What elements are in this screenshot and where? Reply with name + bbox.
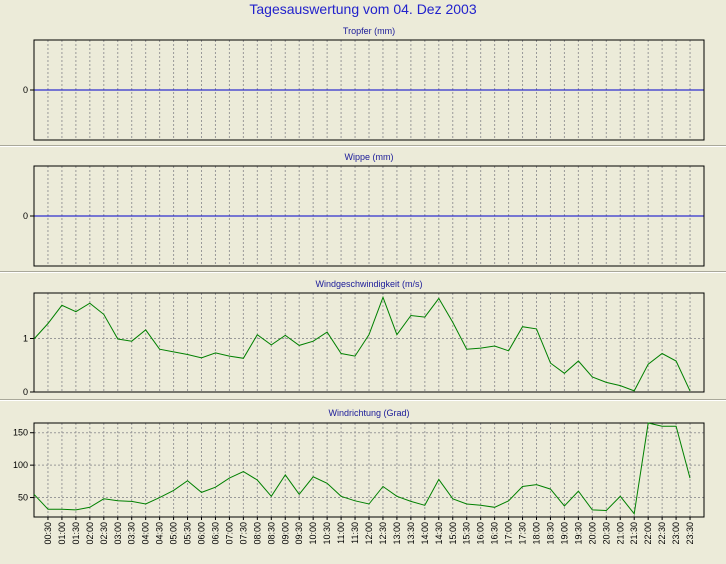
x-tick-label: 04:00: [141, 522, 151, 545]
x-tick-label: 17:30: [518, 522, 528, 545]
x-tick-label: 08:30: [266, 522, 276, 545]
plot-frame: [33, 422, 705, 518]
panel-separator: [0, 399, 726, 401]
x-tick-label: 05:00: [169, 522, 179, 545]
panel-title: Tropfer (mm): [343, 26, 395, 36]
x-tick-label: 02:00: [85, 522, 95, 545]
plot-frame: [33, 165, 705, 267]
x-tick-label: 09:30: [294, 522, 304, 545]
y-tick-label: 150: [13, 428, 28, 438]
x-tick-label: 23:00: [671, 522, 681, 545]
x-tick-label: 11:30: [350, 522, 360, 544]
x-tick-label: 07:30: [238, 522, 248, 545]
main-title: Tagesauswertung vom 04. Dez 2003: [249, 1, 477, 17]
y-tick-label: 1: [23, 333, 28, 343]
x-tick-label: 20:00: [587, 522, 597, 545]
plot-frame: [33, 292, 705, 393]
y-tick-label: 0: [23, 85, 28, 95]
panel-separator: [0, 271, 726, 273]
x-tick-label: 16:30: [490, 522, 500, 545]
x-tick-label: 07:00: [224, 522, 234, 545]
x-tick-label: 09:00: [280, 522, 290, 545]
x-tick-label: 13:00: [392, 522, 402, 545]
panel-title: Windrichtung (Grad): [328, 408, 409, 418]
x-tick-label: 06:30: [210, 522, 220, 545]
panel-title: Windgeschwindigkeit (m/s): [315, 279, 422, 289]
x-tick-label: 16:00: [476, 522, 486, 545]
x-tick-label: 19:00: [559, 522, 569, 545]
x-tick-label: 02:30: [99, 522, 109, 545]
x-tick-label: 19:30: [573, 522, 583, 545]
series-line: [33, 422, 691, 516]
x-tick-label: 01:30: [71, 522, 81, 545]
x-tick-label: 10:30: [322, 522, 332, 545]
x-tick-label: 22:30: [657, 522, 667, 545]
x-tick-label: 04:30: [155, 522, 165, 545]
x-tick-label: 17:00: [504, 522, 514, 545]
x-tick-label: 21:30: [629, 522, 639, 545]
x-tick-label: 10:00: [308, 522, 318, 545]
x-tick-label: 18:30: [545, 522, 555, 545]
y-tick-label: 50: [18, 493, 28, 503]
y-tick-label: 0: [23, 211, 28, 221]
x-tick-label: 01:00: [57, 522, 67, 545]
x-tick-label: 00:30: [43, 522, 53, 545]
x-tick-label: 18:00: [532, 522, 542, 545]
y-tick-label: 0: [23, 387, 28, 397]
x-tick-label: 03:30: [127, 522, 137, 545]
x-tick-label: 21:00: [615, 522, 625, 545]
x-tick-label: 11:00: [336, 522, 346, 544]
x-tick-label: 15:30: [462, 522, 472, 545]
x-tick-label: 06:00: [197, 522, 207, 545]
x-tick-label: 15:00: [448, 522, 458, 545]
x-tick-label: 13:30: [406, 522, 416, 545]
x-tick-label: 22:00: [643, 522, 653, 545]
y-tick-label: 100: [13, 460, 28, 470]
x-tick-label: 08:00: [252, 522, 262, 545]
panel-title: Wippe (mm): [345, 152, 394, 162]
series-line: [33, 295, 691, 392]
x-tick-label: 14:00: [420, 522, 430, 545]
x-tick-label: 05:30: [183, 522, 193, 545]
x-tick-label: 20:30: [601, 522, 611, 545]
x-tick-label: 23:30: [685, 522, 695, 545]
x-tick-label: 14:30: [434, 522, 444, 545]
panel-separator: [0, 145, 726, 147]
x-tick-label: 12:00: [364, 522, 374, 545]
plot-frame: [33, 39, 705, 141]
x-tick-label: 03:00: [113, 522, 123, 545]
x-tick-label: 12:30: [378, 522, 388, 545]
